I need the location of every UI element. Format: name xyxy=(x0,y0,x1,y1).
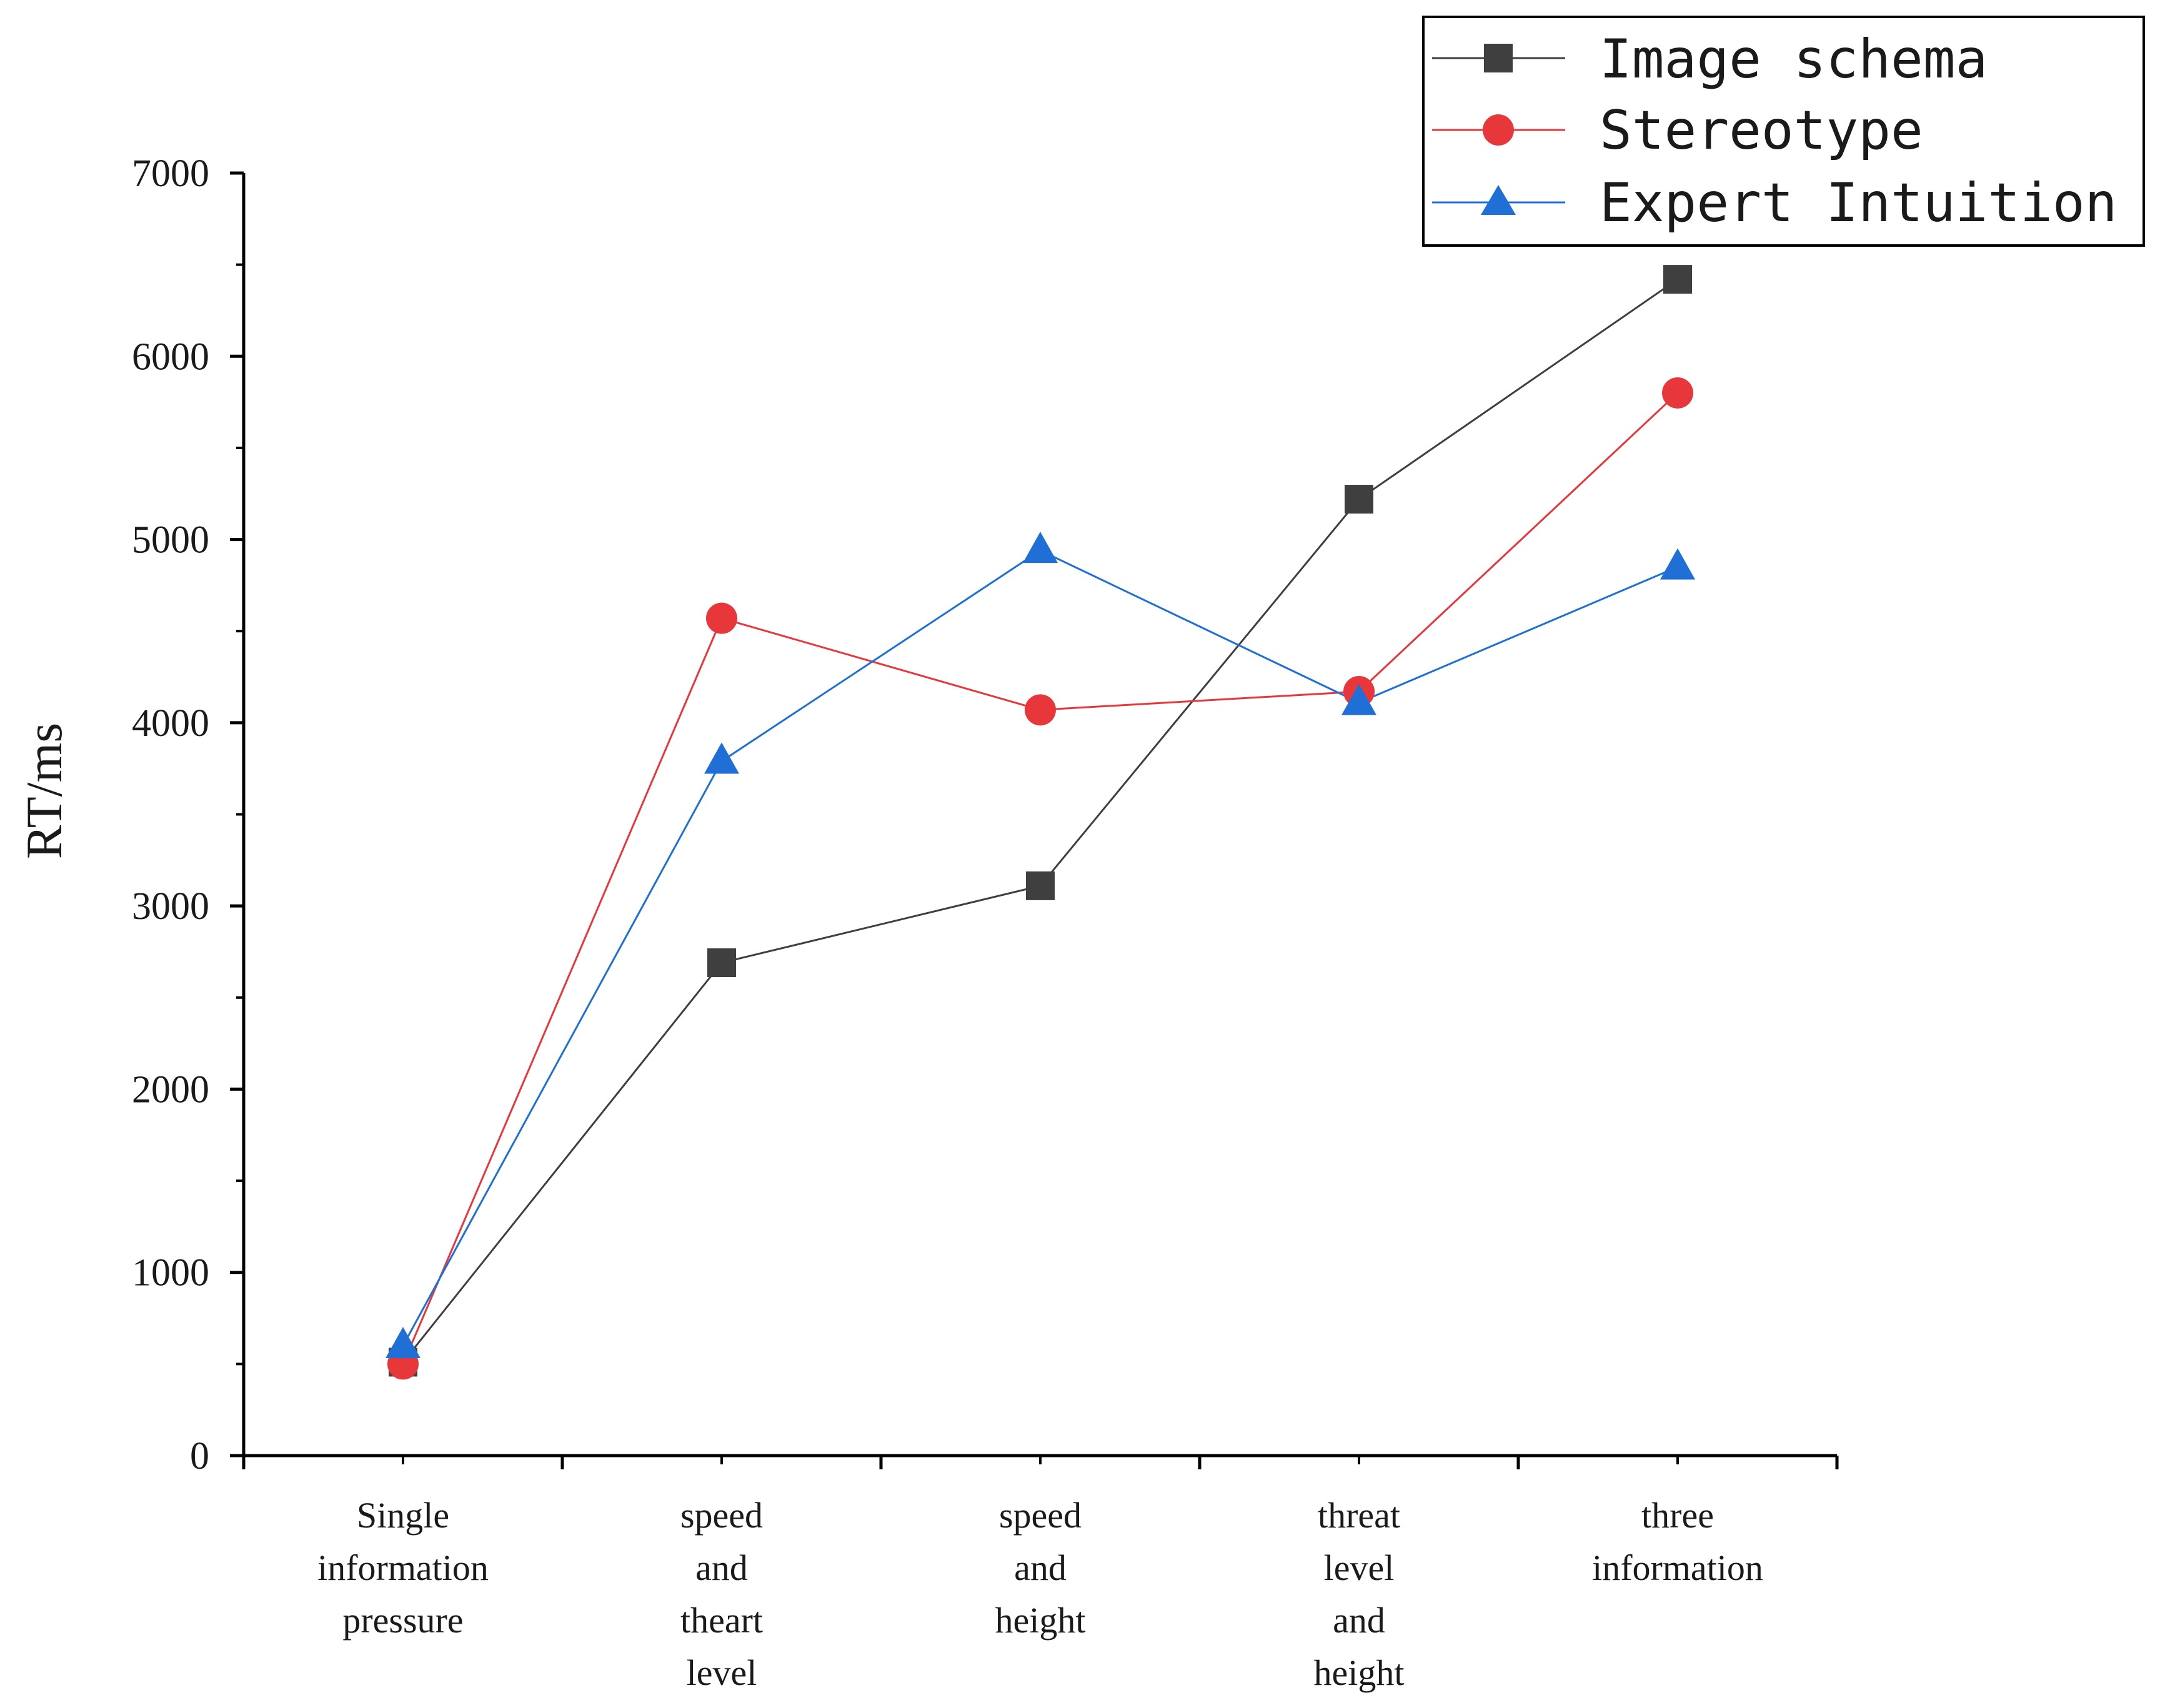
legend-box xyxy=(1422,16,2145,247)
legend-entry-stereotype: Stereotype xyxy=(1432,99,1923,162)
legend-entry-expert-intuition: Expert Intuition xyxy=(1432,172,2117,234)
data-point-expert-intuition xyxy=(386,1327,421,1359)
y-ticks: 0 1000 2000 3000 4000 5000 6000 7000 xyxy=(132,152,244,1477)
data-point-expert-intuition xyxy=(1023,532,1058,564)
x-category-label-line: speed xyxy=(999,1495,1082,1536)
data-point-stereotype xyxy=(1662,377,1693,409)
x-category-label-line: height xyxy=(1314,1652,1405,1693)
x-category-label-line: Single xyxy=(357,1495,449,1536)
x-ticks: Single information pressure speed and theart l… xyxy=(242,1456,1839,1693)
x-category-label-line: and xyxy=(1333,1600,1385,1641)
x-category-label-line: level xyxy=(1324,1547,1395,1588)
legend-label-expert-intuition: Expert Intuition xyxy=(1600,172,2117,234)
x-category-label-line: information xyxy=(1592,1547,1763,1588)
x-category-label: speed and theart level xyxy=(680,1495,763,1693)
data-point-expert-intuition xyxy=(704,742,739,774)
legend-marker-circle xyxy=(1483,114,1514,146)
y-tick-label: 4000 xyxy=(132,702,209,745)
series-line-expert-intuition xyxy=(402,549,1678,1346)
data-point-expert-intuition xyxy=(1341,683,1376,715)
x-category-label-line: threat xyxy=(1318,1495,1400,1536)
x-category-label-line: height xyxy=(995,1600,1086,1641)
x-category-label: speed and height xyxy=(995,1495,1086,1641)
legend-marker-square xyxy=(1484,44,1513,72)
y-tick-label: 0 xyxy=(190,1435,209,1477)
data-point-image-schema xyxy=(1026,871,1055,900)
x-category-label-line: speed xyxy=(680,1495,763,1536)
x-category-label-line: pressure xyxy=(342,1600,463,1641)
x-category-label-line: and xyxy=(695,1547,748,1588)
y-axis-title: RT/ms xyxy=(16,723,72,859)
y-tick-label: 1000 xyxy=(132,1252,209,1294)
x-category-label-line: theart xyxy=(680,1600,763,1641)
data-point-image-schema xyxy=(1663,265,1692,294)
legend-entry-image-schema: Image schema xyxy=(1432,28,1988,91)
legend-marker-triangle xyxy=(1481,185,1516,215)
x-category-label-line: three xyxy=(1641,1495,1714,1536)
data-point-expert-intuition xyxy=(1660,548,1695,580)
data-point-image-schema xyxy=(707,948,736,978)
data-point-stereotype xyxy=(706,602,737,634)
x-category-label-line: information xyxy=(317,1547,489,1588)
series-layer xyxy=(386,265,1695,1380)
plot-area: 0 1000 2000 3000 4000 5000 6000 7000 Single info… xyxy=(132,152,1839,1693)
x-category-label-line: and xyxy=(1014,1547,1067,1588)
y-tick-label: 3000 xyxy=(132,885,209,928)
y-tick-label: 6000 xyxy=(132,335,209,378)
x-category-label: threat level and height xyxy=(1314,1495,1405,1693)
x-category-label: Single information pressure xyxy=(317,1495,489,1641)
data-point-image-schema xyxy=(1345,485,1373,514)
y-tick-label: 7000 xyxy=(132,152,209,195)
x-category-label: three information xyxy=(1592,1495,1763,1588)
series-line-image-schema xyxy=(402,278,1678,1363)
y-tick-label: 5000 xyxy=(132,519,209,562)
legend: Image schema Stereotype Expert Intuition xyxy=(1422,16,2145,247)
legend-label-image-schema: Image schema xyxy=(1600,28,1988,91)
data-point-stereotype xyxy=(1025,694,1056,726)
x-category-label-line: level xyxy=(687,1652,757,1693)
legend-label-stereotype: Stereotype xyxy=(1600,99,1923,162)
y-tick-label: 2000 xyxy=(132,1068,209,1111)
